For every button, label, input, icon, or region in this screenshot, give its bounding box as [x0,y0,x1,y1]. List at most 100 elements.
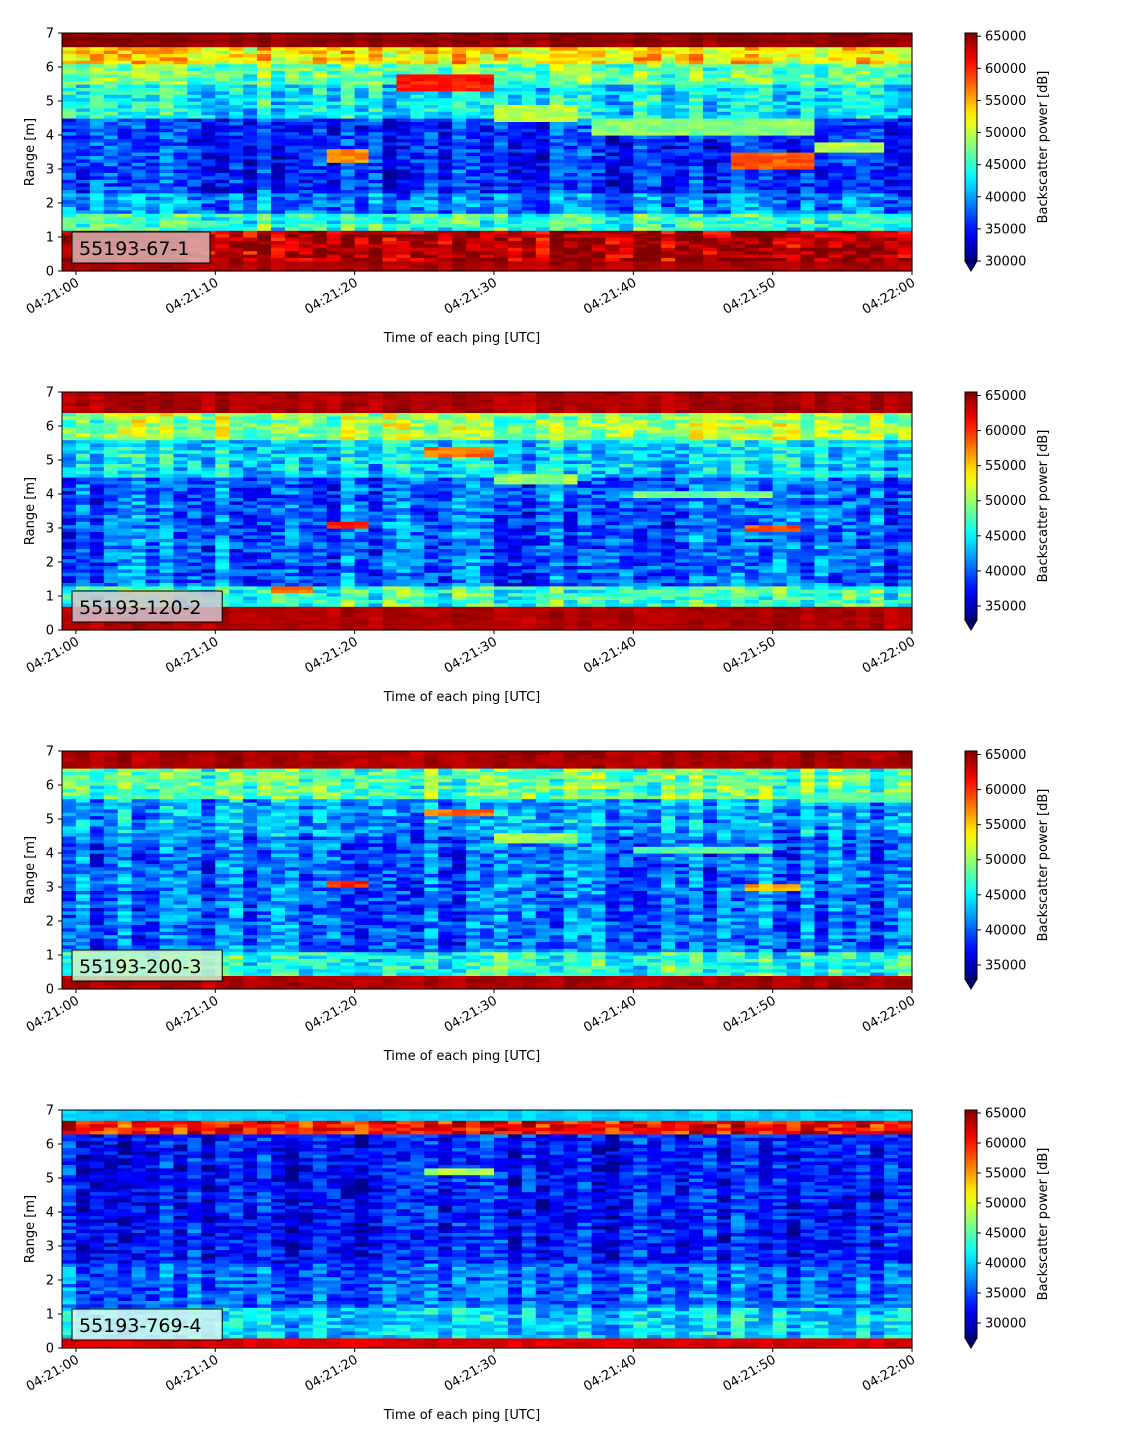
heatmap-cell [661,244,676,248]
heatmap-cell [703,210,718,214]
heatmap-cell [438,264,453,268]
heatmap-cell [480,166,495,170]
heatmap-cell [118,193,133,197]
heatmap-cell [285,217,300,221]
heatmap-cell [842,149,857,153]
heatmap-cell [90,149,105,153]
heatmap-cell [898,264,913,268]
heatmap-cell [564,227,579,231]
heatmap-cell [438,200,453,204]
heatmap-cell [466,210,481,214]
heatmap-cell [62,504,77,508]
heatmap-cell [898,166,913,170]
heatmap-cell [341,159,356,163]
heatmap-cell [229,176,244,180]
heatmap-cell [592,166,607,170]
heatmap-cell [884,227,899,231]
heatmap-cell [592,217,607,221]
heatmap-cell [801,244,816,248]
heatmap-cell [731,132,746,136]
heatmap-cell [898,200,913,204]
heatmap-cell [229,142,244,146]
heatmap-cell [536,200,551,204]
heatmap-cell [466,183,481,187]
heatmap-cell [745,264,760,268]
heatmap-cell [396,210,411,214]
heatmap-cell [703,33,718,37]
heatmap-cell [466,142,481,146]
heatmap-cell [424,251,439,255]
heatmap-cell [271,193,286,197]
heatmap-cell [146,176,161,180]
heatmap-cell [369,200,384,204]
heatmap-cell [508,166,523,170]
heatmap-cell [424,142,439,146]
heatmap-cell [452,183,467,187]
heatmap-cell [870,132,885,136]
heatmap-cell [452,244,467,248]
heatmap-cell [731,264,746,268]
heatmap-cell [90,183,105,187]
heatmap-cell [257,132,272,136]
heatmap-cell [146,149,161,153]
heatmap-cell [550,183,565,187]
heatmap-cell [564,166,579,170]
heatmap-cell [870,234,885,238]
heatmap-cell [564,159,579,163]
heatmap-cell [285,159,300,163]
heatmap-cell [369,234,384,238]
heatmap-cell [773,193,788,197]
y-tick-label: 0 [46,265,54,280]
heatmap-cell [118,200,133,204]
heatmap-cell [285,227,300,231]
heatmap-cell [104,504,119,508]
heatmap-cell [369,217,384,221]
heatmap-cell [466,176,481,180]
heatmap-cell [814,251,829,255]
heatmap-cell [689,251,704,255]
heatmap-cell [619,251,634,255]
heatmap-cell [661,132,676,136]
heatmap-cell [438,142,453,146]
heatmap-cell [215,132,230,136]
heatmap-cell [536,193,551,197]
heatmap-cell [187,210,202,214]
heatmap-cell [870,149,885,153]
heatmap-cell [828,149,843,153]
heatmap-cell [689,166,704,170]
heatmap-cell [229,166,244,170]
heatmap-cell [536,166,551,170]
heatmap-cell [382,244,397,248]
heatmap-cell [229,149,244,153]
heatmap-cell [76,504,91,508]
heatmap-cell [382,33,397,37]
heatmap-cell [118,487,133,491]
heatmap-cell [132,392,147,396]
heatmap-cell [689,142,704,146]
heatmap-cell [661,142,676,146]
heatmap-cell [759,193,774,197]
heatmap-cell [745,234,760,238]
heatmap-cell [661,251,676,255]
heatmap-cell [605,193,620,197]
heatmap-cell [508,33,523,37]
heatmap-cell [243,210,258,214]
heatmap-cell [801,166,816,170]
heatmap-cell [522,183,537,187]
heatmap-cell [132,183,147,187]
heatmap-cell [605,264,620,268]
heatmap-cell [424,149,439,153]
heatmap-cell [801,193,816,197]
heatmap-cell [550,33,565,37]
heatmap-cell [884,142,899,146]
heatmap-cell [215,210,230,214]
heatmap-cell [731,200,746,204]
heatmap-cell [564,210,579,214]
heatmap-cell [173,200,188,204]
heatmap-cell [717,132,732,136]
heatmap-cell [271,142,286,146]
heatmap-cell [132,33,147,37]
heatmap-cell [173,142,188,146]
heatmap-cell [801,234,816,238]
heatmap-cell [160,453,175,457]
